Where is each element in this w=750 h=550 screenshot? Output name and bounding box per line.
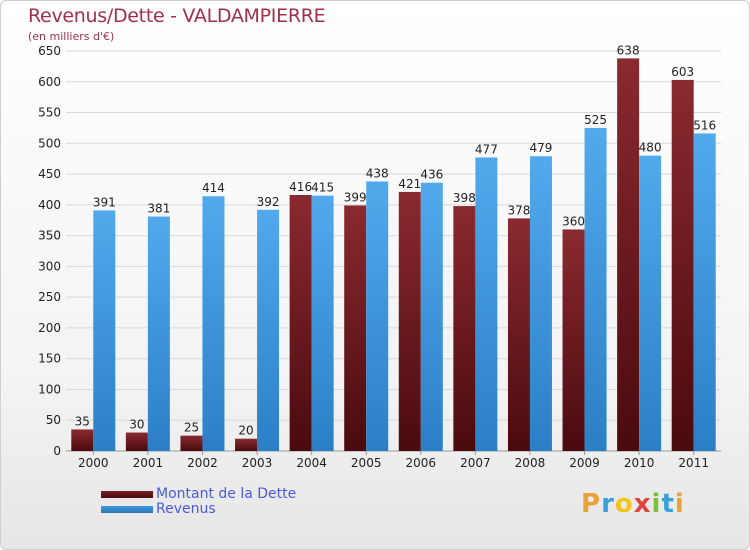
logo-letter: r	[601, 489, 615, 519]
data-label: 421	[398, 177, 421, 191]
y-tick-label: 250	[38, 290, 61, 304]
data-label: 436	[420, 168, 443, 182]
y-tick-label: 550	[38, 106, 61, 120]
x-tick-label: 2003	[242, 456, 273, 470]
x-tick-label: 2008	[515, 456, 546, 470]
data-label: 480	[639, 141, 662, 155]
data-label: 525	[584, 113, 607, 127]
data-label: 638	[617, 43, 640, 57]
data-label: 30	[129, 418, 144, 432]
x-tick-label: 2006	[406, 456, 437, 470]
x-tick-label: 2002	[187, 456, 218, 470]
x-tick-label: 2009	[569, 456, 600, 470]
data-label: 603	[671, 65, 694, 79]
bar-dette	[235, 438, 258, 451]
logo-letter: i	[651, 489, 662, 519]
y-tick-label: 450	[38, 167, 61, 181]
legend-swatch-revenus	[101, 506, 153, 513]
logo-letter: P	[581, 489, 602, 519]
x-tick-label: 2007	[460, 456, 491, 470]
logo-letter: t	[661, 489, 675, 519]
y-tick-label: 400	[38, 198, 61, 212]
data-label: 398	[453, 191, 476, 205]
data-label: 415	[311, 181, 334, 195]
data-label: 414	[202, 181, 225, 195]
x-tick-label: 2005	[351, 456, 382, 470]
bar-dette	[671, 79, 694, 451]
x-tick-label: 2010	[624, 456, 655, 470]
data-label: 392	[257, 195, 280, 209]
y-tick-label: 200	[38, 321, 61, 335]
data-label: 438	[366, 166, 389, 180]
bar-revenus	[475, 157, 498, 451]
bar-dette	[507, 218, 530, 451]
data-label: 399	[344, 190, 367, 204]
data-label: 378	[508, 203, 531, 217]
bar-dette	[125, 432, 148, 451]
x-tick-label: 2004	[296, 456, 327, 470]
bar-revenus	[257, 209, 280, 451]
bar-dette	[398, 191, 421, 451]
x-tick-label: 2001	[133, 456, 164, 470]
data-label: 25	[184, 421, 199, 435]
y-tick-label: 100	[38, 382, 61, 396]
y-tick-label: 150	[38, 352, 61, 366]
data-label: 20	[238, 424, 253, 438]
x-tick-label: 2011	[678, 456, 709, 470]
y-tick-label: 0	[53, 444, 61, 458]
bar-dette	[71, 429, 94, 451]
logo-letter: x	[633, 489, 652, 519]
data-label: 381	[147, 202, 170, 216]
data-label: 416	[289, 180, 312, 194]
bar-dette	[180, 435, 203, 451]
bar-revenus	[93, 210, 116, 451]
bar-dette	[289, 195, 312, 451]
proxiti-logo: Proxiti	[581, 489, 685, 519]
bar-revenus	[311, 195, 334, 451]
data-label: 35	[75, 414, 90, 428]
bar-revenus	[529, 156, 552, 451]
bar-revenus	[202, 196, 225, 451]
data-label: 360	[562, 214, 585, 228]
bar-revenus	[693, 133, 716, 451]
chart-title: Revenus/Dette - VALDAMPIERRE	[28, 5, 326, 27]
legend-label-dette: Montant de la Dette	[156, 486, 297, 502]
bar-revenus	[366, 181, 389, 451]
data-label: 477	[475, 142, 498, 156]
y-tick-label: 350	[38, 229, 61, 243]
data-label: 391	[93, 195, 116, 209]
y-tick-label: 600	[38, 75, 61, 89]
legend-swatch-dette	[101, 491, 153, 498]
data-label: 516	[693, 118, 716, 132]
bar-dette	[617, 58, 640, 452]
logo-letter: o	[614, 489, 634, 519]
x-tick-label: 2000	[78, 456, 109, 470]
bar-revenus	[639, 155, 662, 451]
y-tick-label: 500	[38, 136, 61, 150]
chart-subtitle: (en milliers d'€)	[28, 30, 115, 43]
bar-dette	[344, 205, 367, 451]
y-tick-label: 650	[38, 44, 61, 58]
bar-revenus	[420, 182, 443, 451]
bar-revenus	[147, 216, 170, 451]
y-tick-label: 50	[46, 413, 61, 427]
bar-dette	[562, 229, 585, 451]
y-tick-label: 300	[38, 259, 61, 273]
data-label: 479	[530, 141, 553, 155]
logo-letter: i	[674, 489, 685, 519]
bar-dette	[453, 206, 476, 451]
legend-label-revenus: Revenus	[156, 501, 216, 517]
bar-revenus	[584, 127, 607, 451]
